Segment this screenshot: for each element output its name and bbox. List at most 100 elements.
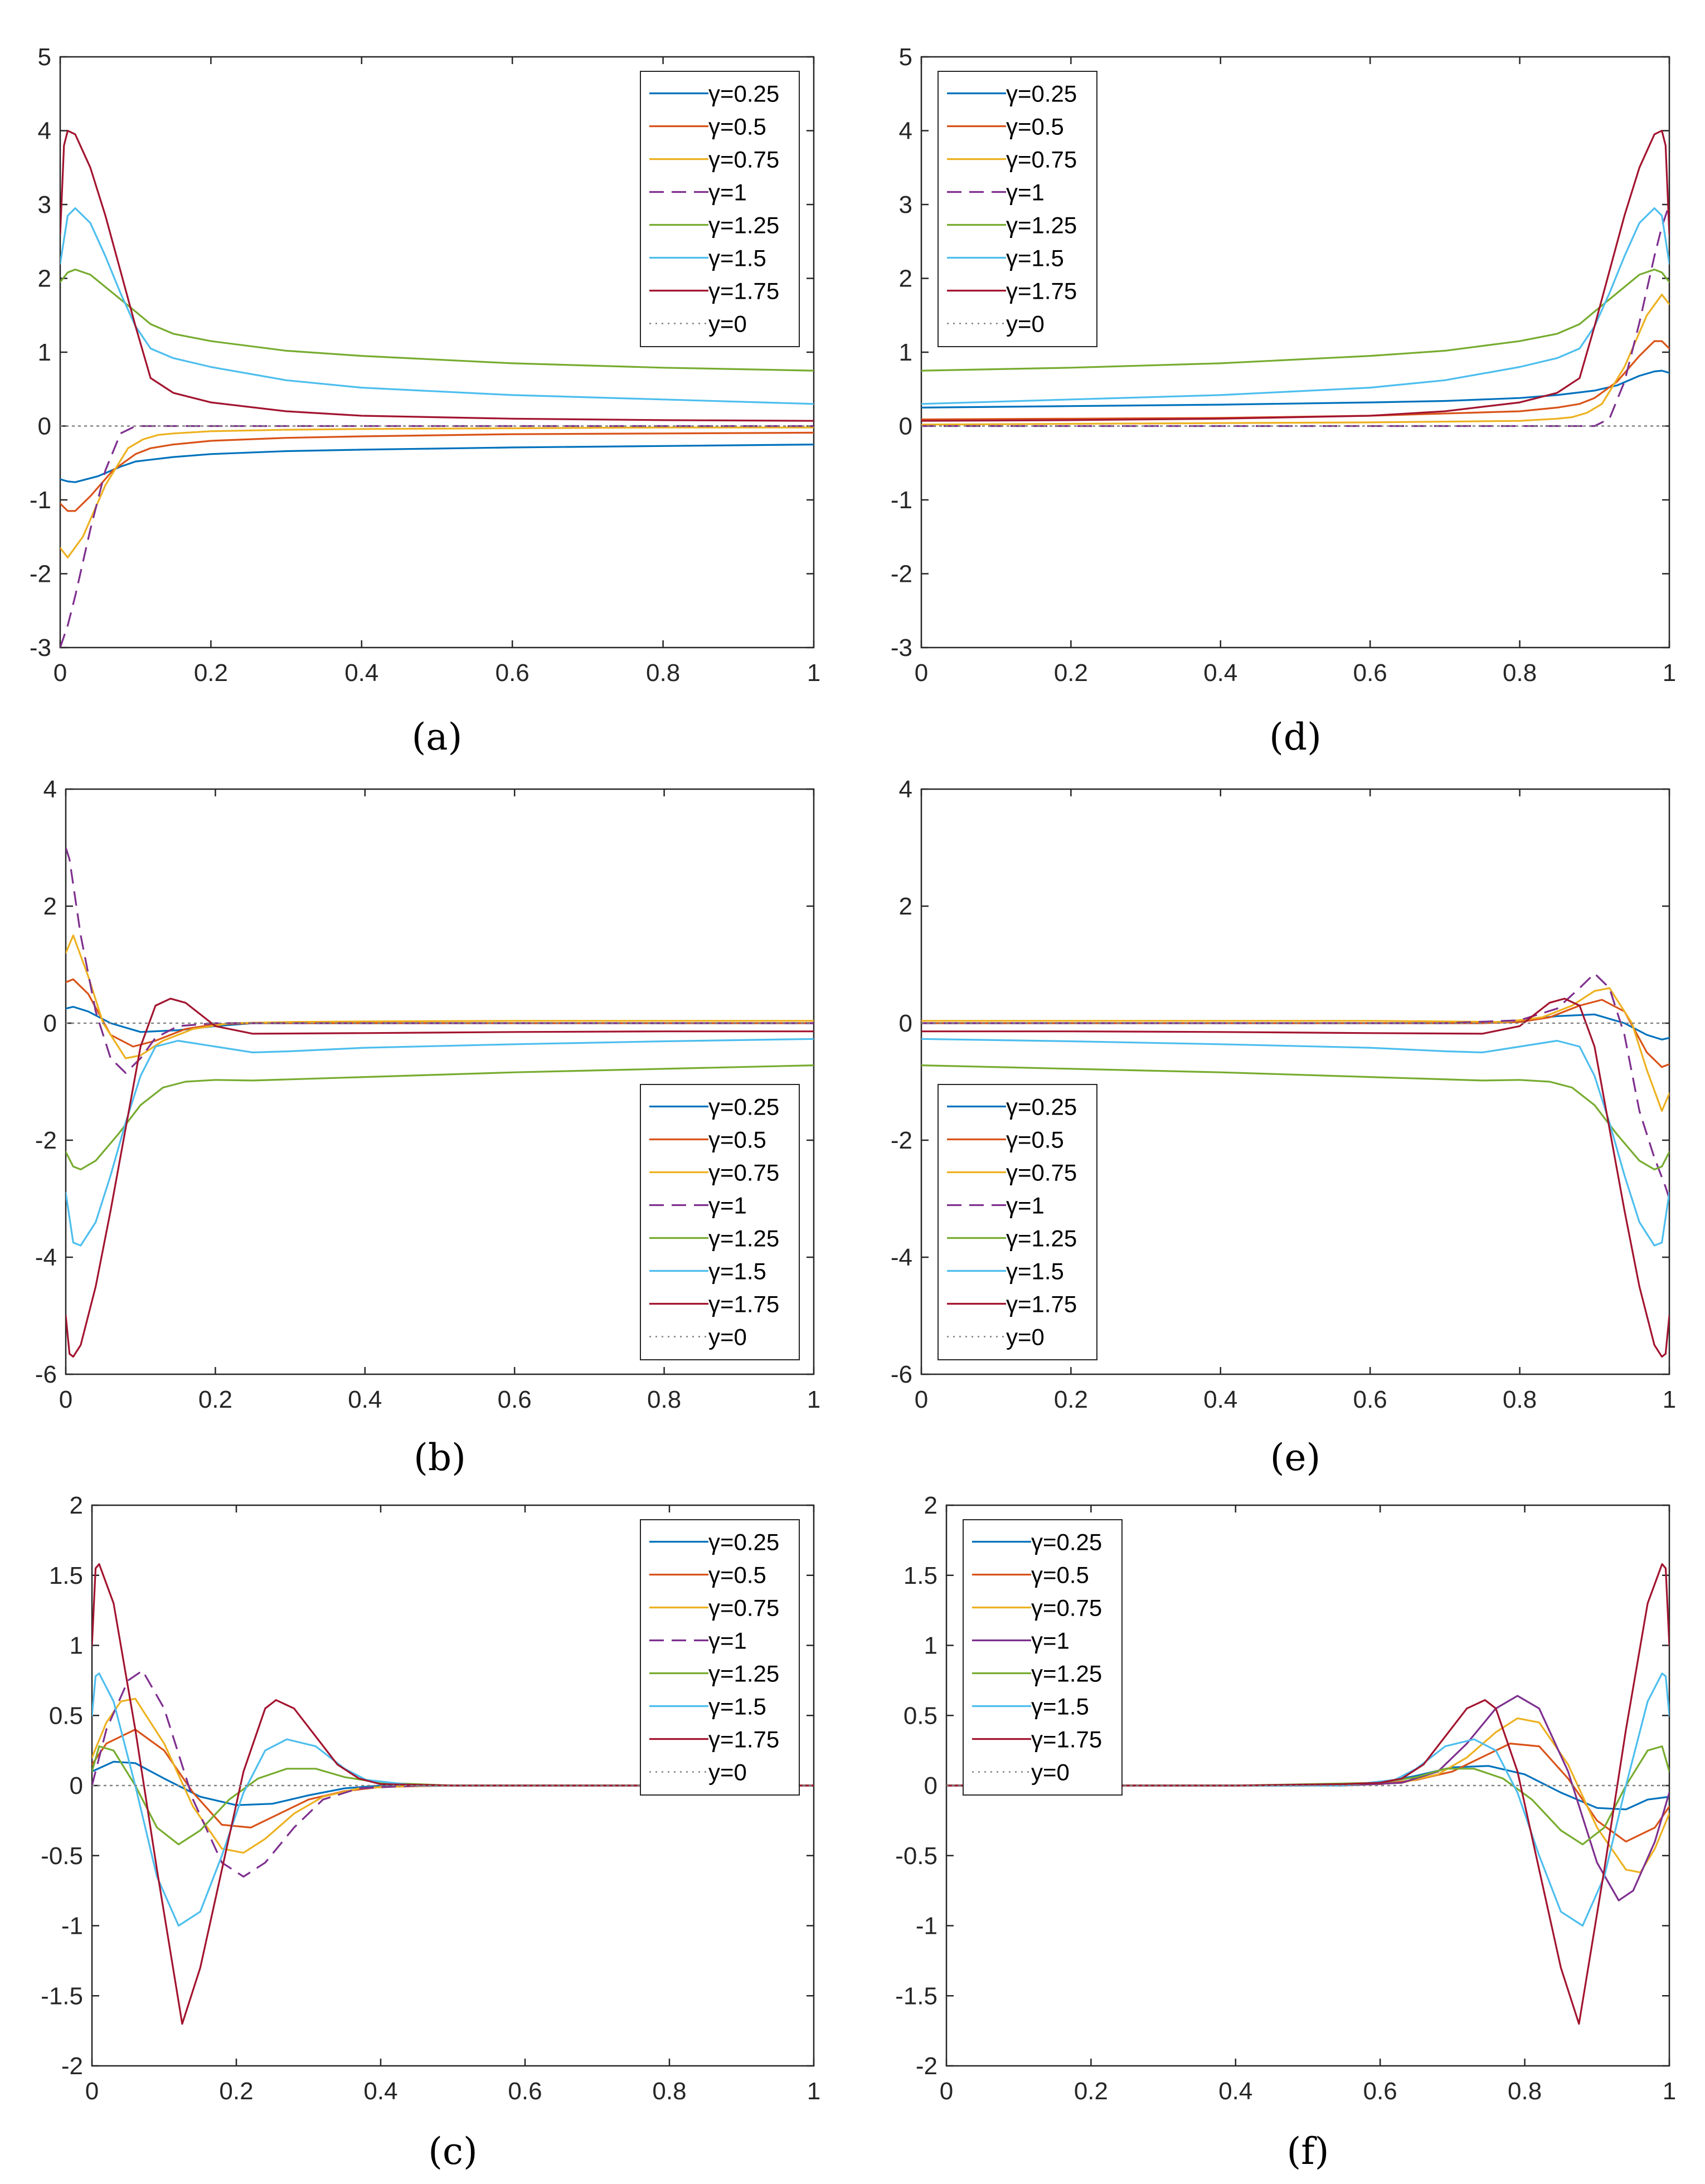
y-tick-label: -2 [30,561,51,588]
x-tick-label: 0.2 [1074,2078,1108,2105]
legend-entry-label: γ=0.75 [1006,1160,1077,1186]
x-tick-label: 1 [807,659,820,687]
x-tick-label: 0.2 [1054,659,1088,687]
series-line-6 [921,1038,1669,1247]
legend: γ=0.25 γ=0.5 γ=0.75 γ=1 γ=1.25 γ=1.5 γ=1.75 y=0 [937,1084,1097,1360]
legend-entry-label: γ=1.25 [1031,1661,1102,1687]
legend-entry-label: γ=1 [708,1628,747,1654]
x-tick-label: 0.2 [219,2078,253,2105]
x-tick-label: 0.6 [498,1386,532,1413]
series-group [921,129,1669,427]
legend-entry-label: γ=1.25 [1006,1225,1077,1252]
legend-entry-label: γ=0.75 [708,147,779,173]
legend-entry-label: γ=1.75 [1006,1291,1077,1317]
y-tick-label: 0.5 [49,1702,83,1729]
legend-entry-label: γ=0.75 [708,1595,779,1621]
x-tick-label: 0 [915,1386,928,1413]
x-tick-label: 1 [1663,659,1676,687]
x-tick-label: 0.8 [652,2078,686,2105]
legend-entry-label: γ=1 [1006,179,1045,206]
series-line-3 [921,987,1669,1112]
y-tick-label: 5 [38,43,51,71]
legend-entry-label: γ=1.25 [708,1661,779,1687]
x-tick-label: 0.6 [1353,659,1387,687]
y-tick-label: -4 [891,1244,912,1271]
legend-entry-label: γ=1.5 [708,1694,766,1720]
legend-entry-label: γ=1.75 [1031,1726,1102,1753]
x-tick-label: 0.6 [1363,2078,1397,2105]
x-tick-label: 0.2 [1054,1386,1088,1413]
series-line-1 [60,443,814,483]
legend-entry-label: y=0 [1006,1324,1045,1350]
series-line-6 [921,207,1669,405]
y-tick-label: 1 [70,1632,83,1660]
y-tick-label: 5 [899,43,912,71]
series-line-4 [66,847,814,1074]
series-line-7 [66,998,814,1358]
y-tick-label: -1.5 [895,1982,937,2010]
series-line-5 [921,1064,1669,1171]
legend-entry-label: y=0 [708,311,747,337]
y-tick-label: -0.5 [895,1842,937,1870]
legend-box [640,71,800,347]
panel-caption: (c) [428,2130,477,2173]
series-group [946,1563,1669,2025]
legend-box [937,1084,1097,1360]
y-tick-label: 4 [38,118,51,145]
x-tick-label: 0.8 [1508,2078,1542,2105]
series-line-6 [60,207,814,405]
y-tick-label: -6 [35,1361,57,1388]
x-tick-label: 0 [915,659,928,687]
x-tick-label: 0.4 [1218,2078,1252,2105]
legend: γ=0.25 γ=0.5 γ=0.75 γ=1 γ=1.25 γ=1.5 γ=1.75 y=0 [640,1084,800,1360]
legend-box [963,1519,1123,1796]
legend-entry-label: γ=1.5 [1031,1694,1089,1720]
series-group [60,129,814,648]
series-line-4 [60,425,814,648]
y-tick-label: -3 [30,634,51,661]
y-tick-label: 1 [899,339,912,366]
legend-entry-label: γ=0.5 [1006,114,1064,140]
legend-entry-label: γ=1.5 [1006,1258,1064,1285]
y-tick-label: -1 [916,1913,937,1940]
chart-panel-f: 0 0.2 0.4 0.6 0.8 1 -2 -1.5 -1 -0.5 0 0.5 1 1.5 2 γ=0.2… [895,1492,1676,2173]
legend-entry-label: γ=1.5 [1006,245,1064,271]
series-line-5 [60,269,814,372]
x-tick-label: 1 [1663,2078,1676,2105]
legend-entry-label: γ=0.75 [1006,147,1077,173]
x-tick-label: 0 [940,2078,953,2105]
panel-caption: (e) [1270,1436,1321,1479]
x-tick-label: 1 [1663,1386,1676,1413]
legend-entry-label: γ=0.5 [1006,1127,1064,1153]
legend-entry-label: γ=0.5 [1031,1562,1089,1588]
legend-entry-label: γ=1.75 [708,1726,779,1753]
y-tick-label: 1.5 [903,1562,937,1589]
y-tick-label: 2 [899,893,912,920]
x-tick-label: 0.8 [646,659,680,687]
panel-caption: (a) [412,716,463,758]
legend-entry-label: γ=0.5 [708,114,766,140]
y-tick-label: 0.5 [903,1702,937,1729]
legend: γ=0.25 γ=0.5 γ=0.75 γ=1 γ=1.25 γ=1.5 γ=1.75 y=0 [937,71,1097,347]
series-line-7 [921,998,1669,1358]
x-tick-label: 0.4 [363,2078,397,2105]
x-tick-label: 0 [59,1386,72,1413]
y-tick-label: 0 [899,413,912,440]
legend-entry-label: γ=0.25 [708,1529,779,1555]
legend-entry-label: γ=0.75 [708,1160,779,1186]
legend-entry-label: γ=1.25 [708,212,779,239]
y-tick-label: -1 [30,487,51,514]
legend-entry-label: y=0 [708,1324,747,1350]
legend-entry-label: γ=1.75 [1006,278,1077,304]
y-tick-label: 1.5 [49,1562,83,1589]
y-tick-label: -6 [891,1361,912,1388]
legend: γ=0.25 γ=0.5 γ=0.75 γ=1 γ=1.25 γ=1.5 γ=1.75 y=0 [640,1519,800,1796]
legend-box [937,71,1097,347]
legend-entry-label: γ=1 [1006,1193,1045,1219]
series-line-2 [60,431,814,512]
series-line-7 [946,1563,1669,2025]
legend-box [640,1519,800,1796]
y-tick-label: 0 [70,1772,83,1799]
legend-entry-label: γ=0.25 [1006,81,1077,107]
y-tick-label: 3 [899,191,912,218]
